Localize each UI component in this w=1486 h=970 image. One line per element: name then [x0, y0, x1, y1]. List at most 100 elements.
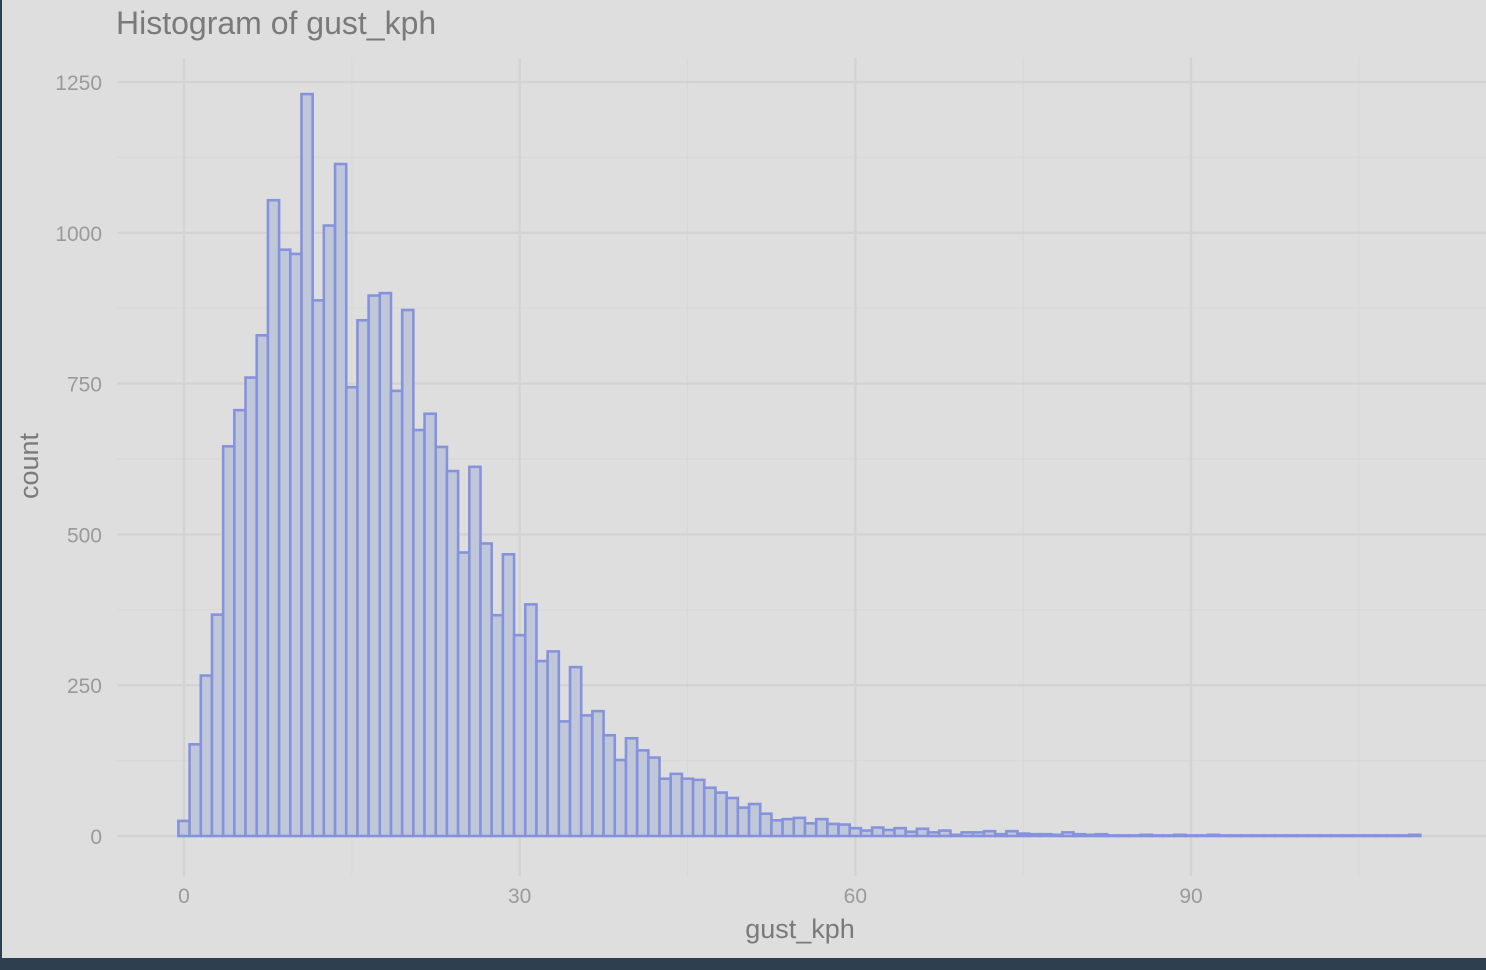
y-tick-label: 1000: [55, 223, 102, 246]
histogram-bar: [1396, 834, 1411, 838]
histogram-bar: [893, 826, 907, 838]
histogram-bar: [736, 806, 751, 838]
histogram-bar: [1116, 834, 1131, 838]
histogram-bar: [647, 756, 661, 838]
histogram-bar: [702, 786, 717, 838]
histogram-bar: [993, 832, 1008, 838]
histogram-bar: [714, 791, 728, 838]
x-axis-title: gust_kph: [745, 914, 855, 944]
histogram-bar: [949, 833, 963, 838]
histogram-bar: [367, 294, 382, 838]
histogram-bar: [859, 829, 874, 838]
histogram-bar: [1251, 834, 1266, 838]
x-tick-label: 0: [178, 885, 190, 908]
histogram-bar: [1161, 834, 1176, 838]
histogram-bar: [1217, 834, 1232, 838]
histogram-bar: [781, 817, 796, 838]
histogram-bar: [1351, 834, 1366, 838]
histogram-bar: [568, 665, 583, 838]
histogram-bar: [1385, 834, 1400, 838]
histogram-bar: [669, 772, 684, 838]
histogram-bar: [1184, 834, 1198, 838]
histogram-bar: [479, 542, 493, 838]
histogram-bar: [1273, 834, 1288, 838]
histogram-bar: [266, 198, 281, 838]
histogram-bar: [557, 720, 572, 838]
histogram-bar: [546, 650, 561, 838]
histogram-bar: [445, 469, 460, 838]
histogram-bar: [1228, 834, 1243, 838]
x-tick-label: 60: [844, 885, 867, 908]
histogram-bar: [1284, 834, 1299, 838]
histogram-bar: [1094, 832, 1109, 838]
histogram-bar: [244, 376, 259, 838]
histogram-bar: [188, 743, 203, 838]
y-tick-label: 500: [67, 524, 102, 547]
histogram-bar: [1172, 833, 1187, 838]
histogram-bar: [1363, 834, 1377, 838]
histogram-bar: [1195, 834, 1210, 838]
histogram-bar: [792, 816, 807, 838]
histogram-bar: [680, 777, 695, 838]
histogram-bar: [177, 819, 191, 838]
histogram-bar: [1083, 833, 1098, 838]
histogram-bar: [423, 412, 438, 838]
histogram-bar: [579, 714, 594, 838]
histogram-bar: [613, 758, 628, 838]
bars-layer: [177, 92, 1422, 838]
histogram-bar: [1038, 832, 1053, 838]
histogram-bar: [333, 162, 348, 838]
histogram-bar: [882, 828, 896, 838]
histogram-bar: [1150, 834, 1165, 838]
histogram-bar: [501, 553, 516, 838]
histogram-bar: [1374, 834, 1389, 838]
y-axis-title: count: [14, 432, 44, 499]
histogram-bar: [468, 465, 482, 838]
y-tick-label: 250: [67, 675, 102, 698]
histogram-bar: [624, 736, 639, 838]
histogram-bar: [725, 796, 740, 838]
histogram-bar: [300, 92, 314, 838]
histogram-bar: [658, 777, 673, 838]
histogram-bar: [378, 291, 393, 838]
histogram-bar: [971, 831, 986, 838]
histogram-bar: [837, 823, 852, 838]
histogram-bar: [512, 633, 527, 838]
histogram-bar: [277, 248, 292, 838]
histogram-bar: [814, 817, 829, 838]
histogram-bar: [747, 802, 762, 838]
histogram-bar: [1329, 834, 1344, 838]
histogram-bar: [311, 299, 326, 838]
histogram-bar: [389, 389, 404, 838]
histogram-bar: [221, 445, 236, 838]
histogram-bar: [1027, 832, 1042, 838]
histogram-bar: [1307, 834, 1321, 838]
histogram-bar: [210, 613, 225, 838]
histogram-bar: [1016, 832, 1031, 838]
histogram-bar: [691, 778, 706, 838]
histogram-bar: [1295, 834, 1310, 838]
histogram-bar: [591, 709, 605, 838]
histogram-bar: [523, 603, 538, 838]
histogram-bar: [1318, 834, 1333, 838]
histogram-bar: [1072, 832, 1087, 838]
histogram-bar: [535, 659, 549, 838]
histogram-bar: [937, 829, 952, 838]
histogram-bar: [826, 822, 840, 838]
x-tick-label: 30: [508, 885, 531, 908]
y-tick-label: 0: [90, 826, 102, 849]
histogram-bar: [1340, 834, 1355, 838]
histogram-bar: [1206, 833, 1221, 838]
histogram-bar: [1105, 834, 1120, 838]
histogram-bar: [288, 252, 303, 838]
histogram-bar: [1128, 834, 1142, 838]
histogram-bar: [255, 334, 270, 838]
histogram-bar: [1005, 829, 1019, 838]
histogram-bar: [1407, 833, 1422, 838]
histogram-bar: [490, 613, 505, 838]
histogram-bar: [770, 819, 784, 838]
histogram-bar: [456, 551, 471, 838]
x-tick-label: 90: [1179, 885, 1202, 908]
